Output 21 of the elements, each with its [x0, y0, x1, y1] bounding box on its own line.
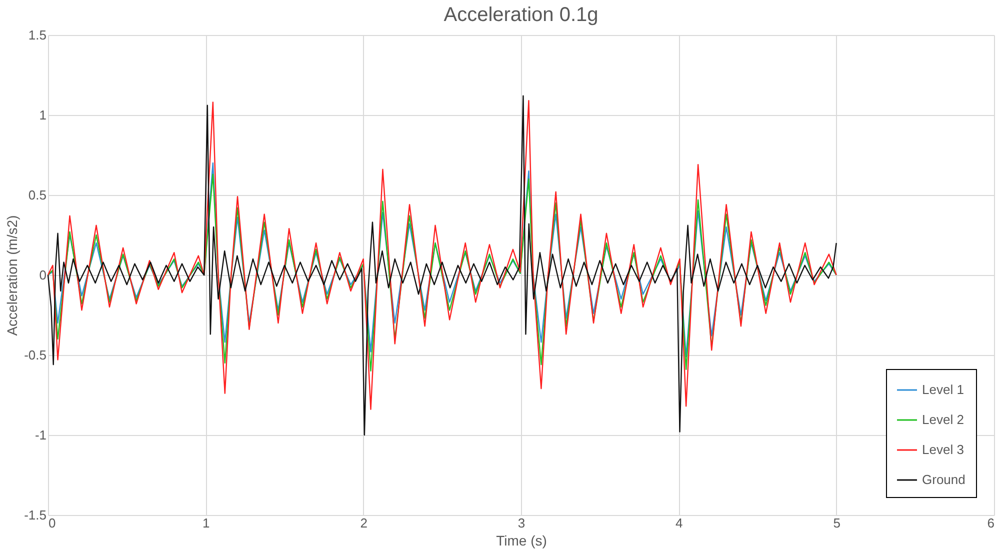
x-tick-label: 5: [833, 516, 840, 530]
legend-label: Level 2: [922, 412, 964, 427]
y-tick-label: 1.5: [28, 28, 46, 42]
x-tick-label: 3: [518, 516, 526, 530]
legend-label: Level 1: [922, 382, 964, 397]
y-tick-label: -1: [34, 428, 46, 442]
x-tick-label: 1: [202, 516, 210, 530]
x-tick-label: 0: [48, 516, 56, 530]
y-tick-label: 1: [39, 108, 46, 122]
x-tick-label: 2: [360, 516, 368, 530]
chart-title: Acceleration 0.1g: [444, 4, 598, 26]
y-axis-title: Acceleration (m/s2): [4, 215, 20, 336]
legend-label: Level 3: [922, 442, 964, 457]
y-tick-label: 0.5: [28, 188, 46, 202]
y-tick-label: -1.5: [24, 508, 46, 522]
y-tick-label: 0: [39, 268, 46, 282]
x-tick-label: 6: [987, 516, 994, 530]
y-tick-label: -0.5: [24, 348, 46, 362]
x-axis-title: Time (s): [496, 532, 547, 548]
legend-label: Ground: [922, 472, 966, 487]
x-tick-label: 4: [676, 516, 683, 530]
